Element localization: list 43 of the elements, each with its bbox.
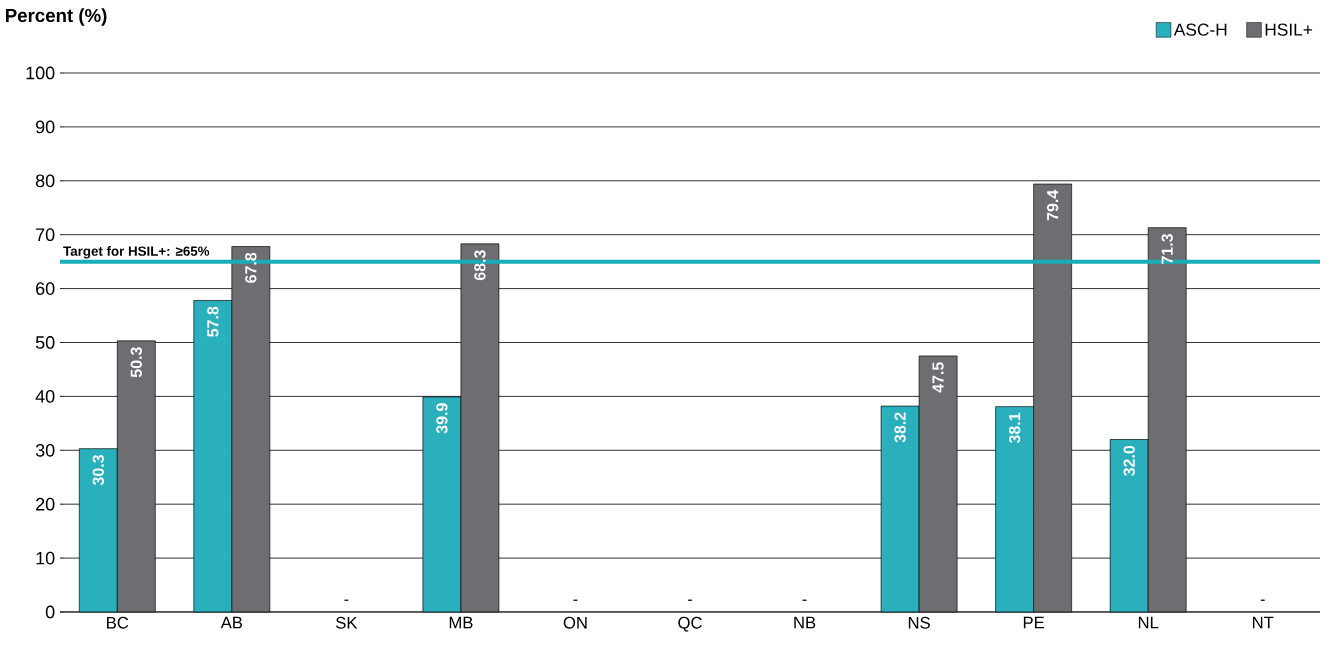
y-axis-title: Percent (%) bbox=[5, 8, 107, 26]
data-label: 79.4 bbox=[1046, 189, 1059, 221]
y-tick-label: 80 bbox=[35, 174, 55, 188]
x-tick-label: SK bbox=[336, 616, 358, 629]
y-tick-label: 100 bbox=[26, 66, 55, 80]
x-tick-label: AB bbox=[220, 616, 243, 629]
x-tick-label: QC bbox=[678, 616, 702, 632]
data-label: 57.8 bbox=[207, 306, 219, 337]
data-label: 67.8 bbox=[245, 252, 257, 283]
data-label: 38.1 bbox=[1008, 412, 1021, 444]
legend-label: ASC-H bbox=[1173, 23, 1227, 36]
annotation: - bbox=[344, 599, 349, 601]
x-tick-label: NB bbox=[794, 616, 816, 629]
y-tick-label: 70 bbox=[36, 228, 55, 242]
x-tick-label: PE bbox=[1023, 616, 1045, 629]
y-tick-label: 40 bbox=[35, 390, 55, 403]
annotation: - bbox=[1260, 599, 1265, 601]
annotation: - bbox=[573, 599, 578, 601]
x-tick-label: BC bbox=[107, 616, 129, 629]
x-tick-label: NT bbox=[1252, 616, 1274, 629]
data-label: 50.3 bbox=[130, 347, 142, 378]
data-label: 39.9 bbox=[436, 403, 448, 434]
y-tick-label: 50 bbox=[35, 336, 55, 349]
data-label: 71.3 bbox=[1161, 233, 1173, 264]
data-label: 47.5 bbox=[932, 362, 944, 393]
x-tick-label: NS bbox=[908, 616, 930, 629]
y-tick-label: 30 bbox=[35, 443, 55, 457]
legend-label: HSIL+ bbox=[1265, 23, 1313, 36]
ref-line-label: Target for HSIL+: ≥65% bbox=[63, 246, 210, 259]
data-label: 30.3 bbox=[92, 454, 104, 486]
y-tick-label: 60 bbox=[36, 282, 55, 295]
x-tick-label: NL bbox=[1138, 616, 1159, 629]
annotation: - bbox=[688, 599, 692, 601]
y-tick-label: 90 bbox=[35, 120, 55, 134]
y-tick-label: 0 bbox=[45, 605, 55, 619]
y-tick-label: 20 bbox=[36, 497, 55, 511]
data-label: 68.3 bbox=[474, 250, 486, 281]
x-tick-label: ON bbox=[563, 616, 587, 629]
data-label: 38.2 bbox=[894, 412, 906, 443]
data-label: 32.0 bbox=[1123, 445, 1135, 476]
x-tick-label: MB bbox=[449, 616, 473, 629]
annotation: - bbox=[802, 599, 807, 601]
y-tick-label: 10 bbox=[36, 551, 55, 565]
